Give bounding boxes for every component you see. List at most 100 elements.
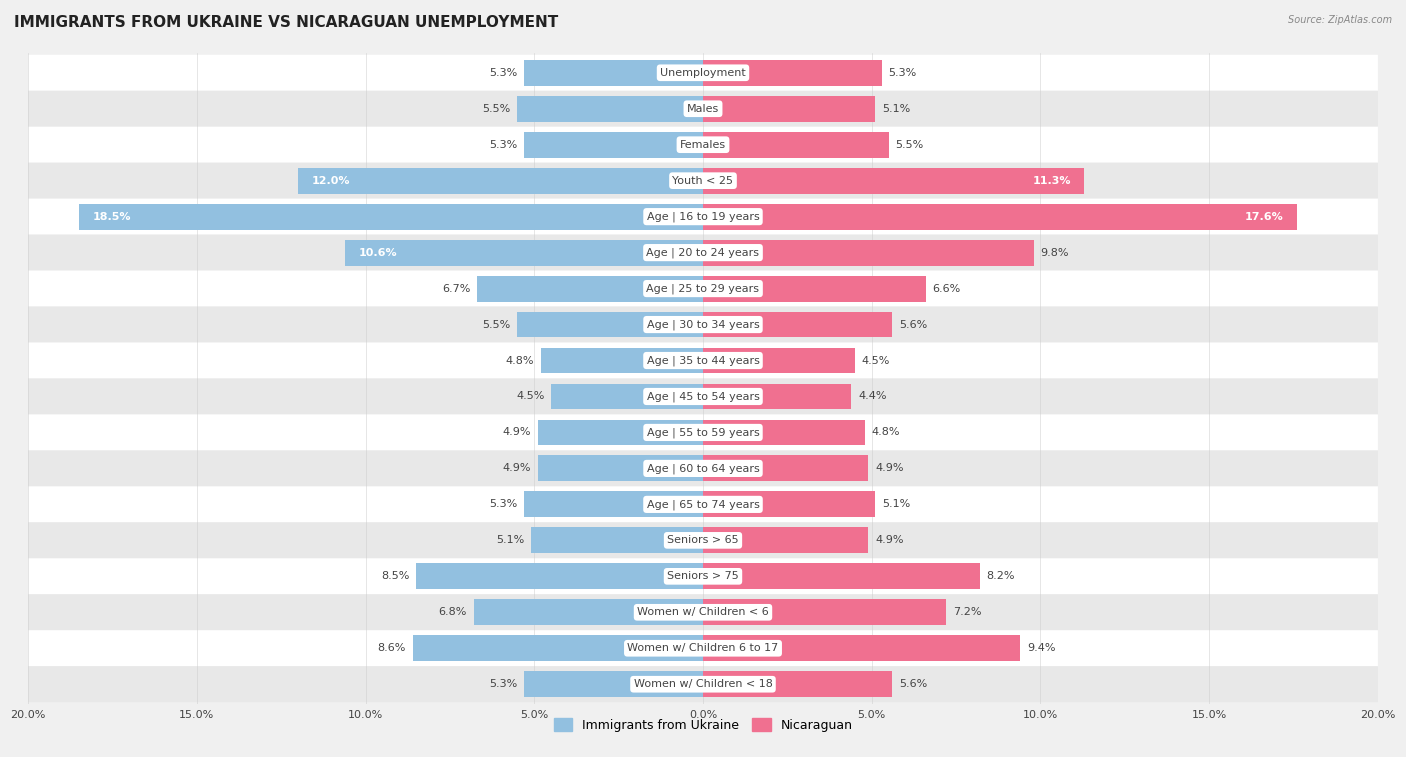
Bar [703, 204, 1296, 229]
FancyBboxPatch shape [28, 631, 1378, 666]
Text: 7.2%: 7.2% [953, 607, 981, 617]
Bar [79, 204, 703, 229]
FancyBboxPatch shape [28, 559, 1378, 594]
Bar [703, 132, 889, 157]
Text: Females: Females [681, 140, 725, 150]
Bar [703, 528, 869, 553]
Bar [346, 240, 703, 266]
Text: 17.6%: 17.6% [1244, 212, 1284, 222]
FancyBboxPatch shape [28, 450, 1378, 487]
Bar [537, 456, 703, 481]
Text: 12.0%: 12.0% [312, 176, 350, 185]
Text: 4.8%: 4.8% [872, 428, 900, 438]
Bar [703, 347, 855, 373]
Text: 5.1%: 5.1% [882, 500, 910, 509]
Text: Age | 30 to 34 years: Age | 30 to 34 years [647, 319, 759, 330]
Text: 4.4%: 4.4% [858, 391, 887, 401]
Bar [703, 456, 869, 481]
Text: 5.5%: 5.5% [482, 319, 510, 329]
Text: 5.1%: 5.1% [882, 104, 910, 114]
Text: 6.8%: 6.8% [439, 607, 467, 617]
FancyBboxPatch shape [28, 666, 1378, 702]
FancyBboxPatch shape [28, 307, 1378, 342]
Legend: Immigrants from Ukraine, Nicaraguan: Immigrants from Ukraine, Nicaraguan [548, 713, 858, 737]
Text: IMMIGRANTS FROM UKRAINE VS NICARAGUAN UNEMPLOYMENT: IMMIGRANTS FROM UKRAINE VS NICARAGUAN UN… [14, 15, 558, 30]
Text: Women w/ Children < 6: Women w/ Children < 6 [637, 607, 769, 617]
Text: Age | 20 to 24 years: Age | 20 to 24 years [647, 248, 759, 258]
FancyBboxPatch shape [28, 594, 1378, 631]
Bar [703, 96, 875, 122]
Text: 8.2%: 8.2% [987, 572, 1015, 581]
Text: Age | 35 to 44 years: Age | 35 to 44 years [647, 355, 759, 366]
Bar [531, 528, 703, 553]
Bar [524, 491, 703, 517]
Bar [703, 600, 946, 625]
FancyBboxPatch shape [28, 163, 1378, 198]
Bar [703, 491, 875, 517]
Bar [551, 384, 703, 410]
Text: 5.5%: 5.5% [482, 104, 510, 114]
Text: 6.6%: 6.6% [932, 284, 960, 294]
Text: Age | 25 to 29 years: Age | 25 to 29 years [647, 283, 759, 294]
Text: 5.3%: 5.3% [489, 68, 517, 78]
Text: 5.6%: 5.6% [898, 679, 927, 689]
Text: 8.6%: 8.6% [378, 643, 406, 653]
Bar [477, 276, 703, 301]
Bar [703, 671, 891, 697]
FancyBboxPatch shape [28, 55, 1378, 91]
Bar [298, 168, 703, 194]
Text: 11.3%: 11.3% [1032, 176, 1071, 185]
Bar [524, 671, 703, 697]
Bar [517, 312, 703, 338]
Bar [537, 419, 703, 445]
Text: 18.5%: 18.5% [93, 212, 131, 222]
Text: 5.6%: 5.6% [898, 319, 927, 329]
Text: Women w/ Children 6 to 17: Women w/ Children 6 to 17 [627, 643, 779, 653]
Text: Youth < 25: Youth < 25 [672, 176, 734, 185]
Bar [474, 600, 703, 625]
Text: Age | 60 to 64 years: Age | 60 to 64 years [647, 463, 759, 474]
Text: Seniors > 75: Seniors > 75 [666, 572, 740, 581]
Text: Males: Males [688, 104, 718, 114]
Text: Age | 65 to 74 years: Age | 65 to 74 years [647, 499, 759, 509]
FancyBboxPatch shape [28, 522, 1378, 559]
Text: 4.9%: 4.9% [502, 428, 531, 438]
Text: 5.3%: 5.3% [489, 500, 517, 509]
Text: Seniors > 65: Seniors > 65 [668, 535, 738, 545]
Text: 4.5%: 4.5% [862, 356, 890, 366]
FancyBboxPatch shape [28, 235, 1378, 270]
Text: 4.9%: 4.9% [502, 463, 531, 473]
Bar [703, 240, 1033, 266]
Text: 4.5%: 4.5% [516, 391, 544, 401]
Text: 5.1%: 5.1% [496, 535, 524, 545]
Bar [703, 60, 882, 86]
Bar [541, 347, 703, 373]
Text: Women w/ Children < 18: Women w/ Children < 18 [634, 679, 772, 689]
Text: Source: ZipAtlas.com: Source: ZipAtlas.com [1288, 15, 1392, 25]
Bar [416, 563, 703, 589]
Text: Age | 16 to 19 years: Age | 16 to 19 years [647, 211, 759, 222]
Bar [524, 132, 703, 157]
Bar [524, 60, 703, 86]
Text: 5.3%: 5.3% [489, 140, 517, 150]
Text: Age | 45 to 54 years: Age | 45 to 54 years [647, 391, 759, 402]
Text: Unemployment: Unemployment [661, 68, 745, 78]
FancyBboxPatch shape [28, 91, 1378, 126]
Bar [517, 96, 703, 122]
Text: 5.3%: 5.3% [889, 68, 917, 78]
Bar [413, 635, 703, 661]
Text: 10.6%: 10.6% [359, 248, 398, 257]
Text: 9.4%: 9.4% [1026, 643, 1056, 653]
FancyBboxPatch shape [28, 126, 1378, 163]
Text: 5.5%: 5.5% [896, 140, 924, 150]
Text: 5.3%: 5.3% [489, 679, 517, 689]
Bar [703, 276, 925, 301]
FancyBboxPatch shape [28, 270, 1378, 307]
Bar [703, 168, 1084, 194]
Text: 8.5%: 8.5% [381, 572, 409, 581]
Text: 4.8%: 4.8% [506, 356, 534, 366]
Text: Age | 55 to 59 years: Age | 55 to 59 years [647, 427, 759, 438]
Text: 6.7%: 6.7% [441, 284, 470, 294]
Bar [703, 419, 865, 445]
Bar [703, 635, 1021, 661]
